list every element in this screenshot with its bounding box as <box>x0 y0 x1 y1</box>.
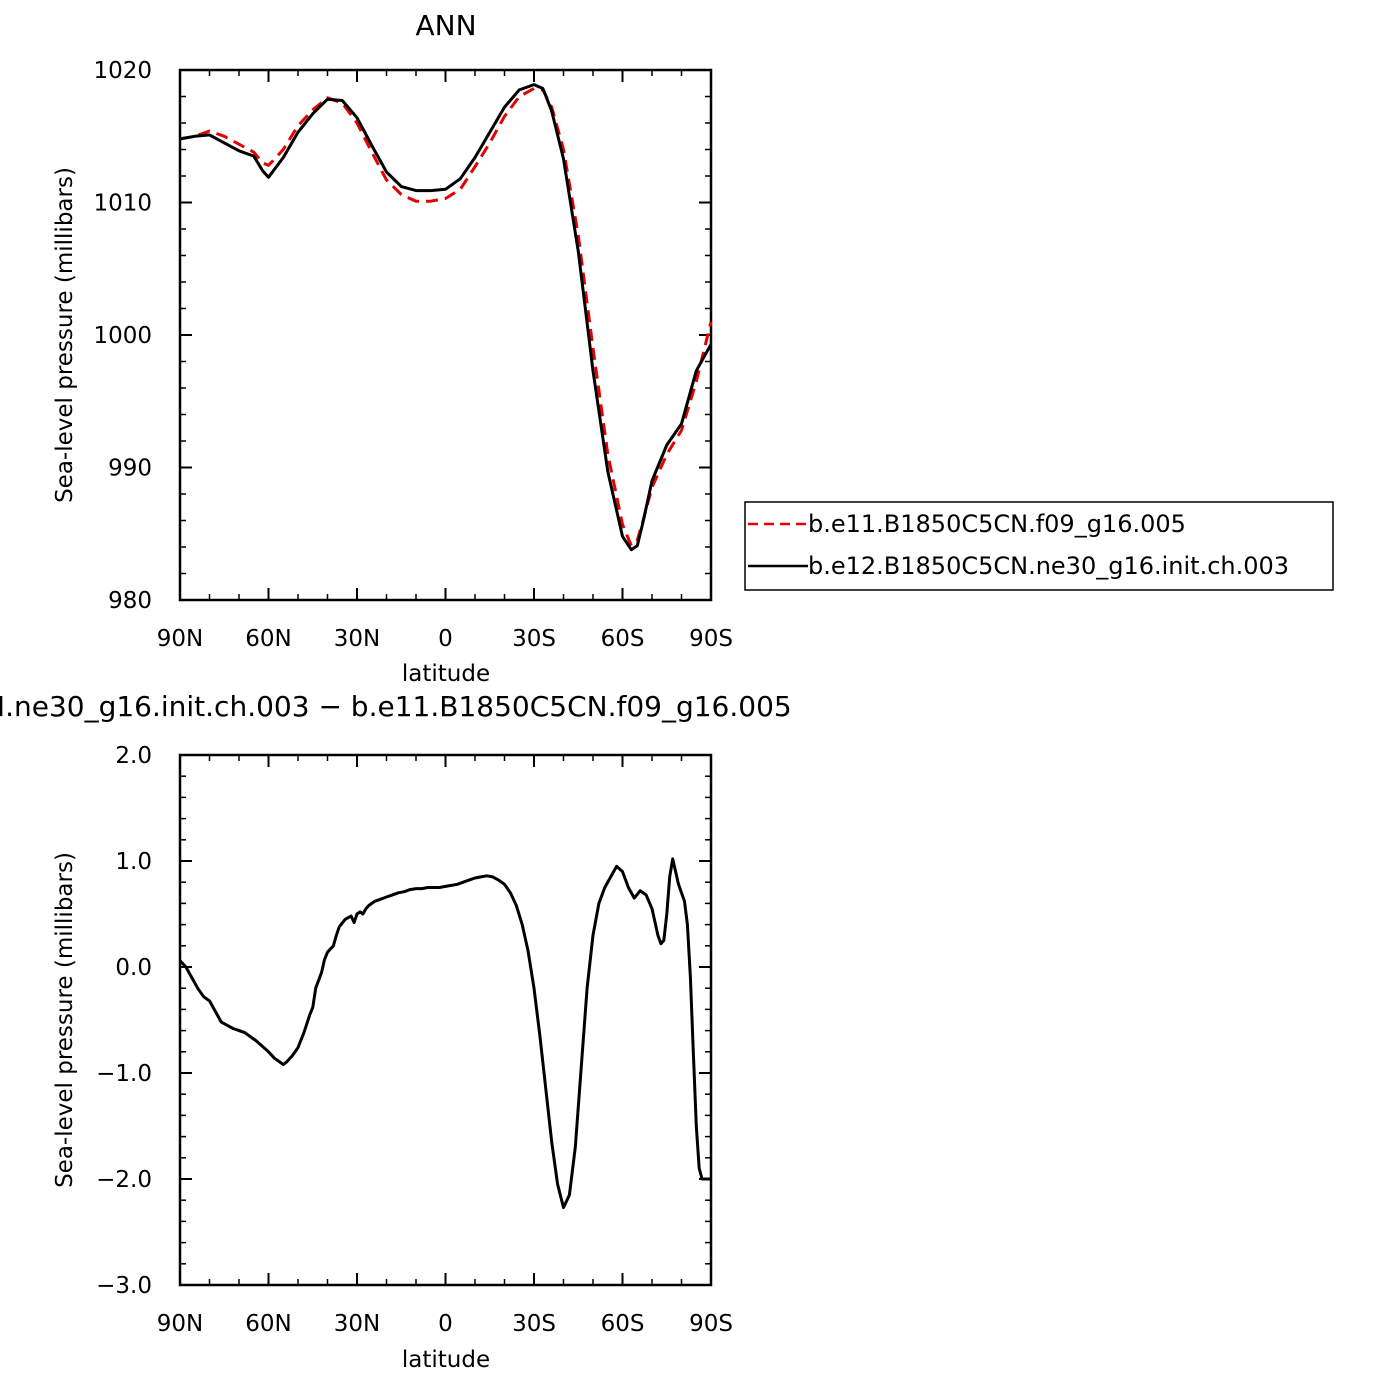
series-line-1 <box>178 857 711 1210</box>
top-series-group <box>179 83 713 552</box>
top-axis-ticks <box>179 69 712 601</box>
x-tick-label: 30S <box>512 1311 556 1337</box>
top-panel: ANN 90N 60N 30N 0 30S 60S 90S 980 990 1000 1010 10… <box>52 9 733 687</box>
legend-label-series-2: b.e12.B1850C5CN.ne30_g16.init.ch.003 <box>808 552 1289 580</box>
top-x-axis-title: latitude <box>402 661 490 687</box>
bottom-axis-ticks <box>179 754 712 1286</box>
bottom-x-axis-title: latitude <box>402 1347 490 1373</box>
x-tick-label: 60N <box>245 626 291 652</box>
series-line-2 <box>179 83 713 552</box>
x-tick-label: 60S <box>601 1311 645 1337</box>
x-tick-label: 0 <box>438 626 453 652</box>
x-tick-label: 90N <box>157 1311 203 1337</box>
x-tick-label: 90S <box>689 626 733 652</box>
bottom-chart-title: b.e12.B1850C5CN.ne30_g16.init.ch.003 − b… <box>0 690 792 723</box>
legend-box <box>744 501 1334 591</box>
legend: b.e11.B1850C5CN.f09_g16.005 b.e12.B1850C… <box>744 501 1334 591</box>
bottom-x-tick-labels: 90N 60N 30N 0 30S 60S 90S <box>157 1311 733 1337</box>
y-tick-label: 990 <box>108 456 152 482</box>
x-tick-label: 60N <box>245 1311 291 1337</box>
y-tick-label: 980 <box>108 588 152 614</box>
y-tick-label: 1000 <box>93 323 152 349</box>
legend-label-series-1: b.e11.B1850C5CN.f09_g16.005 <box>808 510 1186 538</box>
y-tick-label: −2.0 <box>96 1167 152 1193</box>
top-plot-frame <box>178 68 713 602</box>
y-tick-label: 1020 <box>93 58 152 84</box>
y-tick-label: −1.0 <box>96 1061 152 1087</box>
x-tick-label: 30N <box>334 626 380 652</box>
x-tick-label: 60S <box>601 626 645 652</box>
bottom-y-axis-title: Sea-level pressure (millibars) <box>52 852 78 1188</box>
x-tick-label: 90S <box>689 1311 733 1337</box>
x-tick-label: 0 <box>438 1311 453 1337</box>
top-y-tick-labels: 980 990 1000 1010 1020 <box>93 58 152 614</box>
series-line-1 <box>179 87 713 548</box>
x-tick-label: 90N <box>157 626 203 652</box>
y-tick-label: −3.0 <box>96 1273 152 1299</box>
top-x-tick-labels: 90N 60N 30N 0 30S 60S 90S <box>157 626 733 652</box>
x-tick-label: 30N <box>334 1311 380 1337</box>
top-y-axis-title: Sea-level pressure (millibars) <box>52 167 78 503</box>
bottom-panel: b.e12.B1850C5CN.ne30_g16.init.ch.003 − b… <box>0 690 792 1373</box>
bottom-plot-frame <box>178 753 713 1287</box>
y-tick-label: 0.0 <box>115 955 152 981</box>
top-chart-title: ANN <box>415 9 476 42</box>
y-tick-label: 1.0 <box>115 849 152 875</box>
y-tick-label: 2.0 <box>115 743 152 769</box>
y-tick-label: 1010 <box>93 191 152 217</box>
bottom-series-group <box>178 857 711 1210</box>
x-tick-label: 30S <box>512 626 556 652</box>
bottom-y-tick-labels: −3.0 −2.0 −1.0 0.0 1.0 2.0 <box>96 743 152 1299</box>
